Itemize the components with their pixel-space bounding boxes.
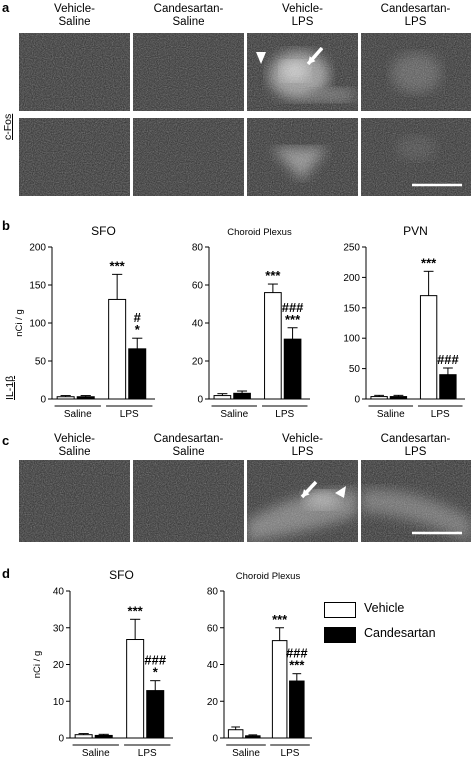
chart-b-1-annotation-vehicle-0: *** [110, 258, 126, 273]
chart-b-2-ytick-label-3: 60 [192, 281, 204, 292]
chart-b-1-ytick-label-0: 0 [40, 395, 46, 406]
chart-d-4-ytick-label-4: 40 [53, 587, 65, 598]
chart-b-1-group-label-0: Saline [64, 409, 92, 420]
chart-d-4-ytick-label-1: 10 [53, 697, 65, 708]
chart-d-4-annotation-vehicle-0: *** [128, 603, 144, 618]
chart-d-5-annotation-candesartan-1: *** [289, 658, 305, 673]
panel-label-c: c [2, 433, 10, 448]
chart-d-5-ytick-label-2: 40 [207, 660, 219, 671]
chart-b-2-ytick-label-0: 0 [197, 395, 203, 406]
arrowhead-icon [256, 52, 266, 64]
chart-b-3-annotation-vehicle-0: *** [421, 255, 437, 270]
chart-b-1-annotation-candesartan-1: * [135, 322, 141, 337]
micrograph-a-vehicle-lps-row1 [247, 33, 358, 111]
panel-c-column-label-3: Vehicle- LPS [282, 433, 323, 458]
micrograph-c-candesartan-saline [133, 460, 244, 542]
chart-d-4-annotation-candesartan-0: ### [144, 653, 166, 668]
micrograph-a-candesartan-saline-row2 [133, 118, 244, 196]
chart-d-5-annotation-vehicle-0: *** [272, 612, 288, 627]
chart-b-3-ytick-label-4: 200 [343, 273, 360, 284]
chart-b-1-title: SFO [91, 224, 116, 238]
chart-d-4-ytick-label-2: 20 [53, 660, 65, 671]
chart-b-3-title: PVN [403, 224, 428, 238]
chart-b-3-group-label-0: Saline [377, 409, 405, 420]
chart-b-1-ytick-label-3: 150 [29, 281, 46, 292]
micrograph-a-candesartan-saline-row1 [133, 33, 244, 111]
panel-a-column-label-1: Vehicle- Saline [54, 3, 95, 28]
chart-b-3-ytick-label-2: 100 [343, 334, 360, 345]
chart-b-2-annotation-candesartan-1: *** [285, 312, 301, 327]
panel-a-column-label-2: Candesartan- Saline [153, 3, 224, 28]
chart-b-2-group-label-1: LPS [275, 409, 294, 420]
chart-b-3-ytick-label-3: 150 [343, 303, 360, 314]
chart-b-1-ytick-label-1: 50 [35, 357, 47, 368]
chart-d-4-annotation-candesartan-1: * [153, 665, 159, 680]
micrograph-c-candesartan-lps [361, 460, 471, 542]
micrograph-c-vehicle-saline [19, 460, 130, 542]
chart-b-2-annotation-vehicle-0: *** [265, 268, 281, 283]
chart-b-2-ytick-label-1: 20 [192, 357, 204, 368]
chart-b-2-ytick-label-2: 40 [192, 319, 204, 330]
chart-b-2-title: Choroid Plexus [227, 227, 292, 238]
micrograph-a-candesartan-lps-row1 [361, 33, 471, 111]
chart-d-5-group-label-1: LPS [281, 748, 300, 759]
panel-a-column-label-3: Vehicle- LPS [282, 3, 323, 28]
chart-b-1-ytick-label-4: 200 [29, 243, 46, 254]
chart-b-1-ytick-label-2: 100 [29, 319, 46, 330]
micrograph-a-vehicle-saline-row2 [19, 118, 130, 196]
chart-b-3-ytick-label-0: 0 [354, 395, 360, 406]
micrograph-a-vehicle-saline-row1 [19, 33, 130, 111]
chart-b-2-group-label-0: Saline [220, 409, 248, 420]
chart-d-5-ytick-label-1: 20 [207, 697, 219, 708]
chart-d-5-group-label-0: Saline [232, 748, 260, 759]
chart-b-3-annotation-candesartan-0: ### [437, 352, 459, 367]
chart-b-2-annotation-candesartan-0: ### [282, 300, 304, 315]
arrow-icon-head [308, 56, 316, 64]
panel-c-column-label-1: Vehicle- Saline [54, 433, 95, 458]
panel-label-b: b [2, 218, 10, 233]
chart-d-4-ytick-label-0: 0 [58, 734, 64, 745]
chart-d-4-ytick-label-3: 30 [53, 623, 65, 634]
legend-label-vehicle: Vehicle [364, 601, 405, 615]
chart-b-1-group-label-1: LPS [120, 409, 139, 420]
micrograph-c-vehicle-lps [247, 460, 358, 542]
panel-label-a: a [2, 0, 10, 15]
panel-c-column-label-4: Candesartan- LPS [380, 433, 451, 458]
chart-b-3-ytick-label-5: 250 [343, 243, 360, 254]
chart-d-5-ytick-label-3: 60 [207, 623, 219, 634]
chart-d-5-ytick-label-0: 0 [212, 734, 218, 745]
arrowhead-icon-c [335, 486, 346, 498]
chart-d-5-ytick-label-4: 80 [207, 587, 219, 598]
chart-d-4-title: SFO [109, 568, 134, 582]
panel-a-column-label-4: Candesartan- LPS [380, 3, 451, 28]
arrow-icon-c-head [302, 489, 310, 497]
legend-swatch-candesartan [324, 627, 356, 643]
chart-b-1-annotation-candesartan-0: # [134, 310, 142, 325]
chart-d-4-group-label-1: LPS [138, 748, 157, 759]
chart-b-2-ytick-label-4: 80 [192, 243, 204, 254]
chart-b-3-ytick-label-1: 50 [349, 364, 361, 375]
chart-b-3-group-label-1: LPS [431, 409, 450, 420]
chart-d-5-title: Choroid Plexus [236, 571, 301, 582]
legend-label-candesartan: Candesartan [364, 626, 436, 640]
legend-swatch-vehicle [324, 602, 356, 618]
chart-d-5-annotation-candesartan-0: ### [286, 646, 308, 661]
chart-d-4-ylabel: nCi / g [32, 651, 43, 678]
panel-label-d: d [2, 566, 10, 581]
micrograph-a-candesartan-lps-row2 [361, 118, 471, 196]
chart-d-4-group-label-0: Saline [82, 748, 110, 759]
chart-b-1-ylabel: nCi / g [14, 309, 25, 336]
micrograph-a-vehicle-lps-row2 [247, 118, 358, 196]
panel-c-column-label-2: Candesartan- Saline [153, 433, 224, 458]
